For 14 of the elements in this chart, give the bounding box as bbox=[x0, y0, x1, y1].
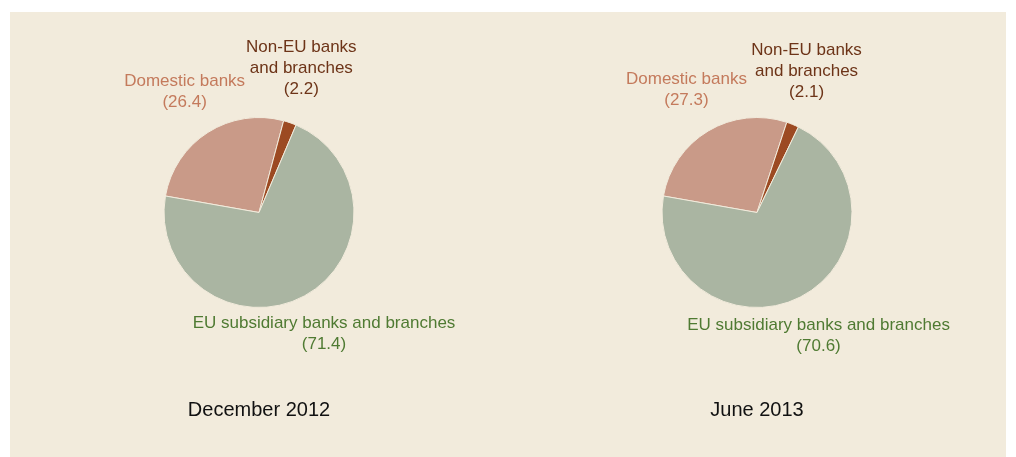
text: June 2013 bbox=[710, 397, 804, 420]
slice-label: EU subsidiary banks and branches bbox=[687, 314, 950, 334]
data-label: (26.4) bbox=[162, 92, 207, 112]
data-label: (71.4) bbox=[301, 333, 347, 353]
slice-label: Non-EU banks and branches bbox=[246, 36, 357, 77]
data-label: (2.1) bbox=[789, 81, 825, 101]
data-label: (70.6) bbox=[796, 335, 841, 355]
data-label: (2.2) bbox=[283, 78, 319, 98]
slice-label: Domestic banks bbox=[124, 71, 246, 91]
data-label: (27.3) bbox=[664, 90, 709, 110]
slice-label: Non-EU banks and branches bbox=[751, 39, 862, 80]
text: December 2012 bbox=[187, 397, 331, 420]
slice-label: Domestic banks bbox=[625, 69, 747, 89]
slice-label: EU subsidiary banks and branches bbox=[192, 312, 456, 332]
